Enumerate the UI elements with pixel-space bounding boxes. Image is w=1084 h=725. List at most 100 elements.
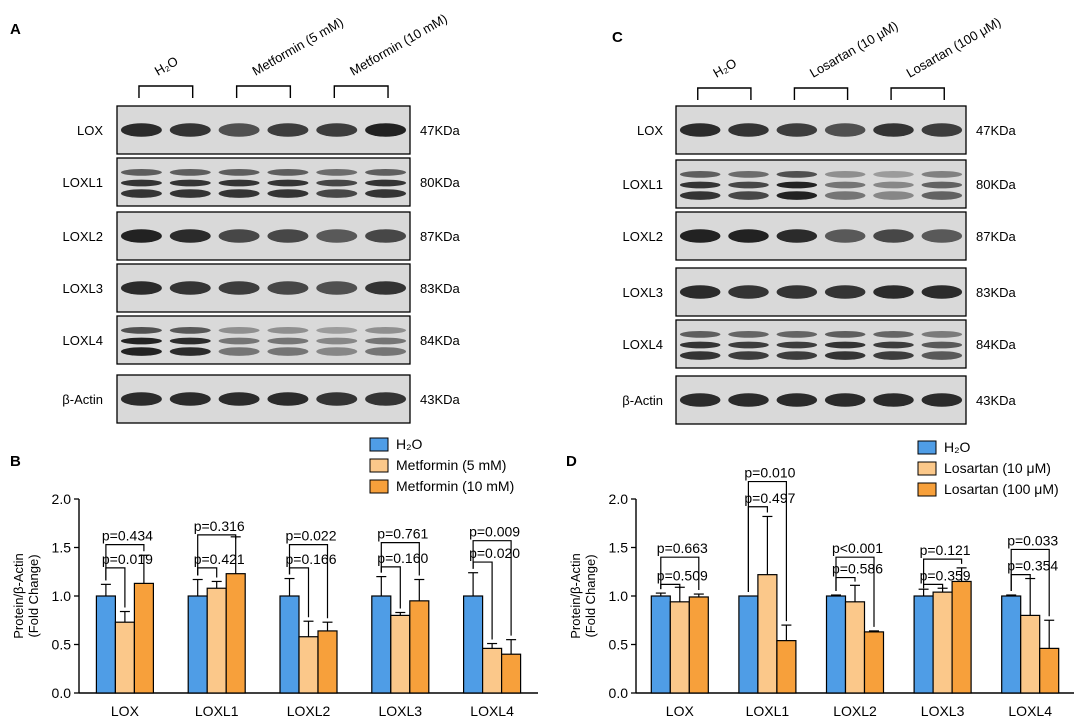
bar	[206, 587, 227, 694]
blot-protein-label: β-Actin	[622, 393, 663, 408]
blot-band	[824, 393, 866, 407]
blot-band	[679, 393, 721, 407]
panel-c-western-blots: C H₂O Losartan (10 μM) Losartan (100 μM) LO…	[612, 14, 1017, 425]
blot-band	[267, 347, 309, 356]
blot-band	[120, 179, 162, 187]
pvalue-bracket	[747, 480, 787, 622]
blot-membrane	[675, 375, 967, 425]
bar	[95, 595, 117, 694]
bar	[482, 647, 503, 694]
blot-band	[169, 327, 211, 334]
group-bracket	[697, 87, 752, 100]
bar	[317, 630, 338, 694]
legend-swatch	[917, 440, 937, 455]
blot-band	[365, 327, 407, 334]
blot-band	[316, 179, 358, 187]
blot-size-label: 87KDa	[420, 229, 461, 244]
blot-band	[365, 169, 407, 176]
bar	[463, 595, 484, 694]
bar	[863, 631, 885, 694]
blot-band	[728, 123, 769, 137]
blot-band	[120, 229, 162, 243]
bar	[738, 595, 759, 694]
legend-swatch	[369, 479, 389, 494]
pvalue-label: p=0.316	[194, 518, 245, 534]
bar	[669, 601, 690, 694]
blot-band	[365, 189, 407, 198]
blot-band	[218, 347, 260, 356]
blot-band	[824, 229, 866, 243]
pvalue-label: p=0.586	[832, 561, 883, 577]
pvalue-bracket	[835, 576, 856, 592]
blot-band	[120, 392, 162, 406]
panel-b-letter: B	[10, 453, 21, 470]
blot-band	[921, 191, 963, 200]
y-tick-label: 1.5	[52, 540, 72, 556]
bar	[114, 621, 136, 694]
panel-a-western-blots: A H₂O Metformin (5 mM) Metformin (10 mM) LO…	[10, 11, 461, 424]
bar	[225, 573, 246, 694]
x-tick-label: LOX	[111, 703, 140, 719]
pvalue-label: p=0.009	[469, 524, 520, 540]
blot-band	[873, 229, 914, 243]
blot-band	[824, 123, 866, 137]
blot-band	[873, 331, 914, 338]
blot-band	[316, 392, 358, 406]
blot-band	[873, 341, 914, 349]
blot-band	[776, 285, 818, 299]
pvalue-bracket	[288, 543, 329, 619]
legend-label: Metformin (10 mM)	[396, 478, 514, 494]
group-bracket	[138, 85, 194, 98]
x-tick-label: LOXL3	[379, 703, 423, 719]
pvalue-label: p=0.019	[102, 551, 153, 567]
blot-protein-label: LOXL3	[63, 281, 103, 296]
legend-swatch	[917, 482, 937, 497]
blot-band	[824, 341, 866, 349]
bar	[279, 595, 300, 694]
blot-band	[169, 189, 211, 198]
y-tick-label: 1.0	[609, 588, 629, 604]
panel-d-letter: D	[566, 453, 577, 470]
blot-band	[316, 123, 358, 137]
pvalue-label: p=0.509	[657, 567, 708, 583]
blot-band	[365, 123, 407, 137]
blot-protein-label: β-Actin	[62, 392, 103, 407]
blot-band	[218, 337, 260, 345]
blot-membrane	[116, 211, 411, 261]
pvalue-label: p=0.497	[744, 490, 795, 506]
blot-band	[316, 229, 358, 243]
blot-band	[728, 331, 769, 338]
blot-band	[218, 229, 260, 243]
blot-band	[921, 123, 963, 137]
blot-band	[873, 191, 914, 200]
blot-band	[365, 337, 407, 345]
blot-protein-label: LOXL4	[623, 337, 663, 352]
blot-band	[776, 351, 818, 360]
blot-band	[120, 189, 162, 198]
blot-band	[218, 327, 260, 334]
pvalue-bracket	[197, 567, 218, 578]
blot-band	[776, 341, 818, 349]
blot-band	[120, 327, 162, 334]
pvalue-label: p=0.354	[1007, 558, 1058, 574]
y-tick-label: 2.0	[52, 491, 72, 507]
blot-band	[728, 341, 769, 349]
blot-band	[921, 341, 963, 349]
bar	[1020, 614, 1041, 694]
blot-band	[267, 392, 309, 406]
blot-protein-label: LOX	[77, 123, 103, 138]
blot-size-label: 84KDa	[420, 333, 461, 348]
pvalue-label: p=0.761	[377, 526, 428, 542]
y-tick-label: 0.5	[609, 637, 629, 653]
group-label: H₂O	[710, 55, 739, 80]
blot-band	[873, 123, 914, 137]
group-label: Metformin (10 mM)	[347, 11, 450, 79]
blot-band	[873, 181, 914, 189]
blot-band	[728, 393, 769, 407]
pvalue-bracket	[105, 543, 145, 581]
bar	[650, 595, 671, 694]
blot-band	[824, 171, 866, 178]
blot-size-label: 43KDa	[420, 392, 461, 407]
bar	[688, 596, 709, 694]
